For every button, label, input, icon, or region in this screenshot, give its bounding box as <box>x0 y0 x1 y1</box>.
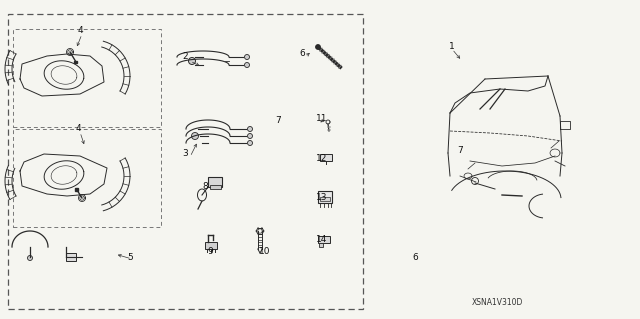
Bar <box>13 29 161 127</box>
Bar <box>66 253 76 261</box>
Text: 6: 6 <box>299 49 305 58</box>
Bar <box>205 242 217 249</box>
Bar <box>318 191 332 203</box>
Bar <box>75 188 78 190</box>
Text: 8: 8 <box>202 182 208 191</box>
Bar <box>8 14 363 309</box>
Text: 2: 2 <box>182 53 188 62</box>
Text: 6: 6 <box>412 253 418 262</box>
Text: 4: 4 <box>77 26 83 35</box>
Text: 10: 10 <box>259 247 271 256</box>
Text: XSNA1V310D: XSNA1V310D <box>472 298 524 307</box>
Circle shape <box>248 127 253 131</box>
Text: 4: 4 <box>75 124 81 133</box>
Circle shape <box>244 63 250 68</box>
Circle shape <box>191 132 198 139</box>
Text: 1: 1 <box>449 42 455 51</box>
Bar <box>318 236 330 243</box>
Bar <box>319 243 323 247</box>
Text: 11: 11 <box>316 115 328 123</box>
Bar <box>210 185 221 189</box>
Circle shape <box>189 57 195 64</box>
Text: 14: 14 <box>316 234 328 243</box>
Circle shape <box>248 140 253 145</box>
Bar <box>320 197 330 201</box>
Text: 13: 13 <box>316 192 328 202</box>
Circle shape <box>28 256 33 261</box>
Bar <box>74 61 77 63</box>
Text: 3: 3 <box>182 150 188 159</box>
Text: 7: 7 <box>275 116 281 125</box>
Circle shape <box>248 133 253 138</box>
Text: 12: 12 <box>316 154 328 164</box>
Bar <box>320 154 332 161</box>
Circle shape <box>244 55 250 60</box>
Bar <box>13 129 161 227</box>
Text: 5: 5 <box>127 253 133 262</box>
Text: 7: 7 <box>457 146 463 155</box>
Text: 9: 9 <box>207 247 213 256</box>
Circle shape <box>316 45 320 49</box>
Bar <box>208 177 222 187</box>
